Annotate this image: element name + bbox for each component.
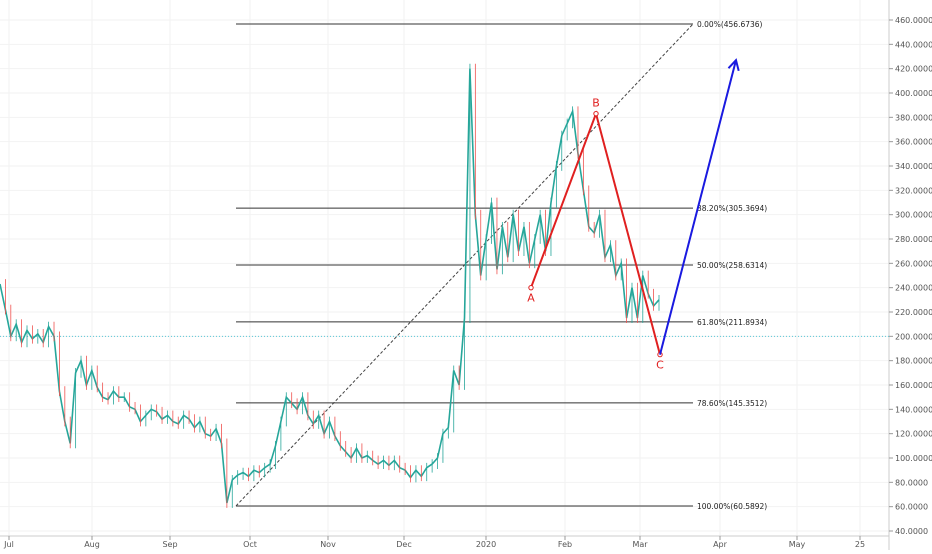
x-tick-label: 25 <box>855 540 865 549</box>
y-tick-label: 320.0000 <box>895 186 932 195</box>
fib-level-label: 78.60%(145.3512) <box>697 399 767 408</box>
fib-level-label: 100.00%(60.5892) <box>697 502 767 511</box>
x-tick-label: Oct <box>243 540 257 549</box>
abc-point-label: C <box>656 359 664 372</box>
y-tick-label: 200.0000 <box>895 332 932 341</box>
y-tick-label: 180.0000 <box>895 357 932 366</box>
y-tick-label: 60.0000 <box>895 503 928 512</box>
y-tick-label: 40.0000 <box>895 527 928 536</box>
y-tick-label: 140.0000 <box>895 405 932 414</box>
abc-point <box>593 110 599 117</box>
y-tick-label: 240.0000 <box>895 284 932 293</box>
y-tick-label: 300.0000 <box>895 211 932 220</box>
fib-level-label: 50.00%(258.6314) <box>697 261 767 270</box>
y-tick-label: 360.0000 <box>895 138 932 147</box>
x-tick-label: Feb <box>558 540 572 549</box>
x-tick-label: 2020 <box>476 540 496 549</box>
x-tick-label: Aug <box>84 540 100 549</box>
x-tick-label: May <box>789 540 806 549</box>
fib-level-label: 38.20%(305.3694) <box>697 204 767 213</box>
y-tick-label: 280.0000 <box>895 235 932 244</box>
y-tick-label: 420.0000 <box>895 65 932 74</box>
projection-arrow-head <box>727 58 740 72</box>
y-tick-label: 440.0000 <box>895 40 932 49</box>
y-tick-label: 160.0000 <box>895 381 932 390</box>
x-tick-label: Nov <box>320 540 336 549</box>
plot-area <box>0 0 889 536</box>
y-tick-label: 260.0000 <box>895 259 932 268</box>
x-tick-label: Sep <box>162 540 177 549</box>
abc-point-label: A <box>527 292 535 305</box>
y-tick-label: 460.0000 <box>895 16 932 25</box>
y-tick-label: 340.0000 <box>895 162 932 171</box>
abc-point <box>528 284 534 291</box>
y-tick-label: 220.0000 <box>895 308 932 317</box>
x-tick-label: Dec <box>396 540 411 549</box>
x-tick-label: Mar <box>632 540 648 549</box>
x-tick-label: Jul <box>3 540 14 549</box>
y-tick-label: 80.0000 <box>895 478 928 487</box>
y-tick-label: 100.0000 <box>895 454 932 463</box>
fib-level-label: 61.80%(211.8934) <box>697 318 767 327</box>
projection-arrow-line <box>659 59 737 355</box>
abc-point-label: B <box>592 97 600 110</box>
y-tick-label: 120.0000 <box>895 430 932 439</box>
x-tick-label: Apr <box>713 540 728 549</box>
y-tick-label: 400.0000 <box>895 89 932 98</box>
fib-level-label: 0.00%(456.6736) <box>697 20 763 29</box>
y-tick-label: 380.0000 <box>895 113 932 122</box>
